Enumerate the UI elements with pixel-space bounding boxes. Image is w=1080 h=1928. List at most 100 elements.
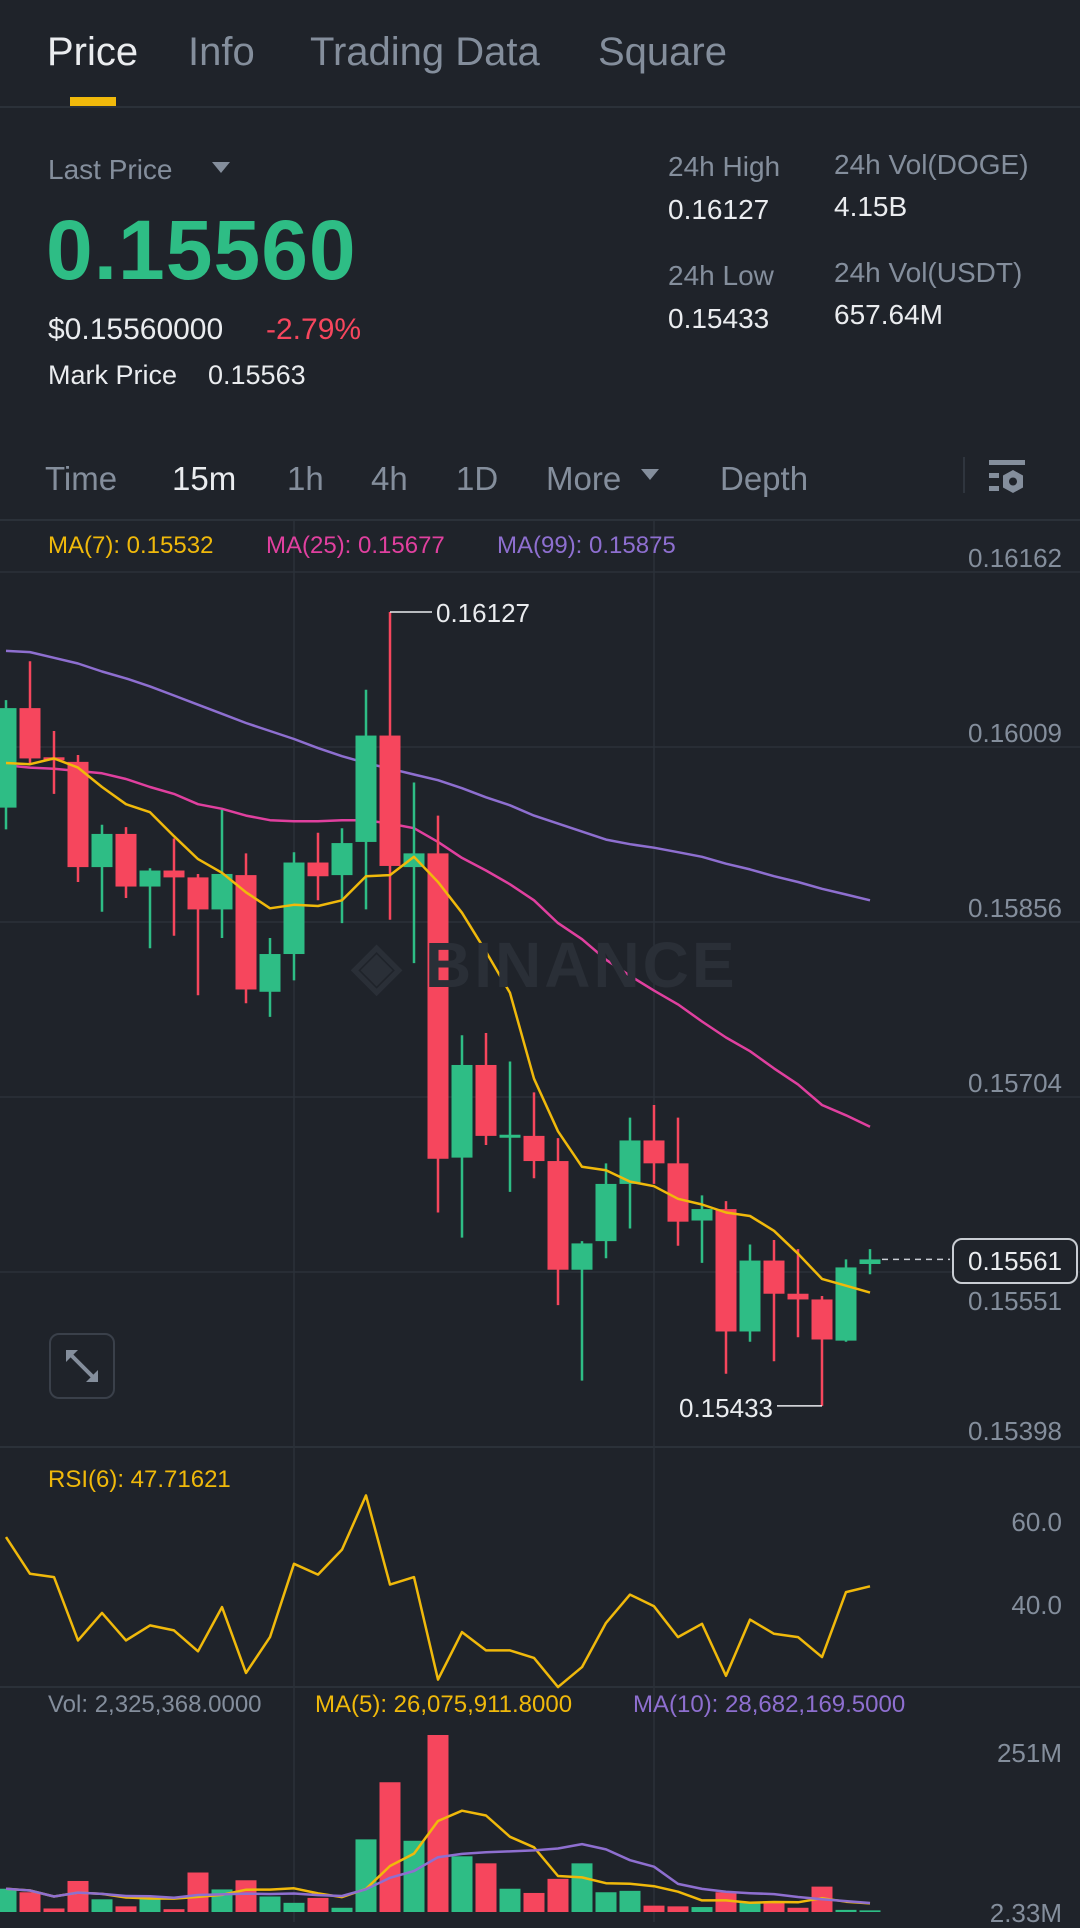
volume-bar bbox=[667, 1906, 689, 1912]
candle-up bbox=[0, 708, 17, 808]
candle-down bbox=[43, 757, 65, 761]
volume-bar bbox=[451, 1856, 473, 1912]
volume-bar bbox=[787, 1907, 809, 1912]
candle-up bbox=[595, 1183, 617, 1242]
high-24h: 0.16127 bbox=[668, 194, 770, 225]
volume-bar bbox=[403, 1840, 425, 1912]
price-tick: 0.15398 bbox=[968, 1416, 1062, 1446]
depth-tab[interactable]: Depth bbox=[720, 460, 809, 497]
candle-down bbox=[67, 761, 89, 868]
volume-bar bbox=[235, 1880, 257, 1912]
candle-up bbox=[91, 833, 113, 868]
binance-watermark: ◈ BINANCE bbox=[352, 929, 738, 1001]
volume-ma5-legend: MA(5): 26,075,911.8000 bbox=[315, 1691, 573, 1718]
volume-bar bbox=[259, 1896, 281, 1912]
low-marker-label: 0.15433 bbox=[679, 1393, 773, 1423]
candle-down bbox=[475, 1064, 497, 1136]
last-price: 0.15560 bbox=[46, 203, 357, 297]
caret-down-icon[interactable] bbox=[212, 162, 230, 173]
candle-up bbox=[619, 1140, 641, 1184]
candle-up bbox=[139, 870, 161, 887]
candle-up bbox=[259, 954, 281, 992]
interval-time[interactable]: Time bbox=[45, 460, 118, 497]
volume-bar bbox=[691, 1907, 713, 1912]
candle-down bbox=[307, 862, 329, 877]
interval-more[interactable]: More bbox=[546, 460, 622, 497]
volume-bar bbox=[187, 1872, 209, 1912]
candle-up bbox=[691, 1209, 713, 1221]
volume-bar bbox=[115, 1906, 137, 1912]
current-price: 0.15561 bbox=[968, 1245, 1062, 1276]
candle-down bbox=[763, 1260, 785, 1294]
volume-bar bbox=[763, 1902, 785, 1912]
current-price-tag[interactable]: 0.15561 bbox=[952, 1238, 1078, 1284]
volume-bar bbox=[499, 1888, 521, 1912]
volume-ma10-legend: MA(10): 28,682,169.5000 bbox=[633, 1691, 906, 1718]
high-marker-label: 0.16127 bbox=[436, 598, 530, 628]
volume-bar bbox=[67, 1880, 89, 1912]
interval-4h[interactable]: 4h bbox=[371, 460, 408, 497]
candle-up bbox=[571, 1243, 593, 1270]
volume-bar bbox=[643, 1905, 665, 1912]
candle-down bbox=[427, 853, 449, 1159]
expand-icon bbox=[66, 1350, 98, 1382]
usd-price: $0.15560000 bbox=[48, 313, 224, 346]
interval-1d[interactable]: 1D bbox=[456, 460, 499, 497]
tab-square[interactable]: Square bbox=[598, 30, 727, 74]
candle-down bbox=[715, 1209, 737, 1332]
more-caret-icon[interactable] bbox=[641, 469, 659, 480]
candle-up bbox=[739, 1260, 761, 1332]
volume-bar bbox=[859, 1910, 881, 1912]
vol-base: 4.15B bbox=[834, 191, 908, 222]
volume-bar bbox=[163, 1909, 185, 1912]
indicator-settings-icon[interactable] bbox=[988, 458, 1028, 496]
vol-quote: 657.64M bbox=[834, 299, 943, 330]
volume-bar bbox=[0, 1888, 17, 1912]
chart-top-divider bbox=[0, 519, 1080, 521]
volume-bar bbox=[475, 1863, 497, 1912]
tab-info[interactable]: Info bbox=[188, 30, 255, 74]
volume-ma10-line bbox=[5, 1842, 871, 1905]
volume-bar bbox=[19, 1892, 41, 1912]
candle-up bbox=[499, 1134, 521, 1138]
volume-ma5-line bbox=[5, 1809, 871, 1905]
rsi-tick: 40.0 bbox=[1011, 1590, 1062, 1620]
high-24h-label: 24h High bbox=[668, 151, 781, 182]
volume-bar bbox=[331, 1907, 353, 1912]
fullscreen-button[interactable] bbox=[49, 1333, 115, 1399]
low-24h: 0.15433 bbox=[668, 303, 770, 334]
candle-down bbox=[523, 1135, 545, 1162]
candle-down bbox=[163, 870, 185, 878]
volume-bar bbox=[523, 1892, 545, 1912]
candle-down bbox=[547, 1161, 569, 1270]
tab-price[interactable]: Price bbox=[47, 30, 139, 74]
interval-15m[interactable]: 15m bbox=[172, 460, 237, 497]
candle-up bbox=[331, 843, 353, 876]
last-price-label[interactable]: Last Price bbox=[48, 154, 173, 185]
volume-bar bbox=[211, 1889, 233, 1912]
volume-bar bbox=[595, 1892, 617, 1912]
active-tab-indicator bbox=[70, 97, 116, 106]
ma99-line bbox=[5, 649, 871, 902]
candle-up bbox=[859, 1259, 881, 1264]
price-tick: 0.16162 bbox=[968, 543, 1062, 573]
volume-bar bbox=[835, 1909, 857, 1912]
candle-down bbox=[667, 1163, 689, 1222]
volume-legend: Vol: 2,325,368.0000 bbox=[48, 1691, 262, 1718]
rsi-legend: RSI(6): 47.71621 bbox=[48, 1466, 231, 1493]
candle-down bbox=[643, 1140, 665, 1164]
vol-quote-label: 24h Vol(USDT) bbox=[834, 257, 1023, 288]
price-tick: 0.15704 bbox=[968, 1068, 1062, 1098]
interval-1h[interactable]: 1h bbox=[287, 460, 324, 497]
price-tick: 0.15856 bbox=[968, 893, 1062, 923]
candle-up bbox=[283, 862, 305, 955]
candle-down bbox=[235, 875, 257, 990]
volume-bar bbox=[715, 1892, 737, 1912]
volume-bar bbox=[811, 1886, 833, 1912]
tabs-divider bbox=[0, 106, 1080, 108]
candle-down bbox=[19, 708, 41, 759]
candle-up bbox=[211, 873, 233, 910]
rsi-tick: 60.0 bbox=[1011, 1507, 1062, 1537]
tab-trading-data[interactable]: Trading Data bbox=[310, 30, 540, 74]
candle-up bbox=[451, 1064, 473, 1158]
